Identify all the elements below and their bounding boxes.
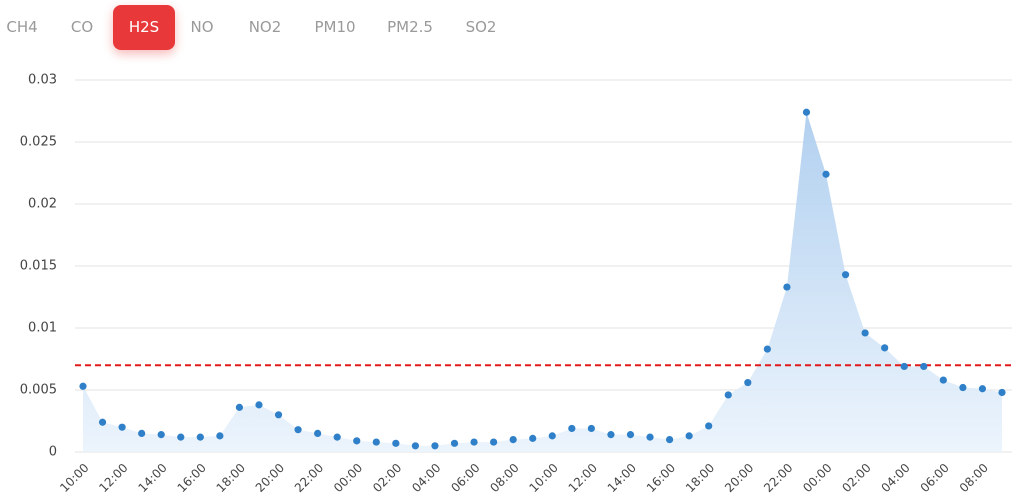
y-tick-label: 0.01 <box>28 321 57 336</box>
tab-bar: CH4 CO H2S NO NO2 PM10 PM2.5 SO2 <box>0 0 1020 56</box>
data-point <box>118 423 126 431</box>
data-point <box>411 442 420 450</box>
x-tick-label: 18:00 <box>214 461 248 495</box>
data-point <box>450 439 459 447</box>
y-tick-label: 0.03 <box>28 73 57 88</box>
y-tick-label: 0.005 <box>20 383 57 398</box>
data-point <box>177 433 185 441</box>
x-tick-label: 12:00 <box>566 461 600 495</box>
data-point <box>490 438 498 446</box>
data-point <box>529 434 537 442</box>
data-point <box>431 442 439 450</box>
tab[interactable]: SO2 <box>465 18 497 36</box>
data-point <box>294 426 302 434</box>
x-tick-label: 04:00 <box>878 461 912 495</box>
x-tick-label: 22:00 <box>292 461 326 495</box>
data-point <box>98 418 107 426</box>
data-point <box>314 429 322 437</box>
x-tick-label: 00:00 <box>331 461 365 495</box>
tab[interactable]: CH4 <box>6 18 38 36</box>
area <box>83 112 1002 453</box>
x-tick-label: 06:00 <box>448 461 482 495</box>
data-point <box>587 424 595 433</box>
tab[interactable]: CO <box>70 18 94 36</box>
data-point <box>763 345 771 353</box>
tab[interactable]: H2S <box>112 5 176 50</box>
y-tick-label: 0.02 <box>28 197 57 212</box>
data-point <box>509 436 517 444</box>
data-point <box>920 362 928 371</box>
y-tick-label: 0.025 <box>20 135 57 150</box>
data-point <box>196 433 204 441</box>
data-point <box>978 385 987 393</box>
x-tick-label: 14:00 <box>605 461 639 495</box>
data-point <box>724 391 732 399</box>
data-point <box>255 401 263 409</box>
data-point <box>470 438 478 446</box>
x-tick-label: 00:00 <box>800 461 834 495</box>
x-tick-label: 20:00 <box>722 461 756 495</box>
data-point <box>959 383 967 392</box>
data-point <box>802 108 811 116</box>
tab[interactable]: PM10 <box>314 18 356 36</box>
x-tick-label: 22:00 <box>761 461 795 495</box>
data-point <box>900 362 908 371</box>
x-tick-label: 16:00 <box>644 461 678 495</box>
data-point <box>79 382 87 390</box>
x-tick-label: 20:00 <box>253 461 287 495</box>
x-tick-label: 10:00 <box>57 461 91 495</box>
data-point <box>881 344 889 352</box>
x-tick-label: 08:00 <box>957 461 991 495</box>
data-point <box>607 431 615 439</box>
x-tick-label: 14:00 <box>135 461 169 495</box>
x-tick-label: 18:00 <box>683 461 717 495</box>
data-point <box>138 429 146 437</box>
data-point <box>333 433 341 441</box>
data-point <box>861 329 869 337</box>
data-point <box>646 433 654 441</box>
y-tick-label: 0.015 <box>20 259 57 274</box>
x-tick-label: 10:00 <box>527 461 561 495</box>
data-point <box>665 436 674 444</box>
data-point <box>685 432 693 440</box>
x-tick-label: 12:00 <box>96 461 130 495</box>
data-point <box>157 431 165 439</box>
data-point <box>568 424 576 433</box>
data-point <box>392 439 400 447</box>
tab[interactable]: NO <box>190 18 214 36</box>
data-point <box>783 283 791 291</box>
data-point <box>744 378 752 387</box>
data-point <box>939 376 947 384</box>
x-tick-label: 16:00 <box>175 461 209 495</box>
data-point <box>235 403 244 411</box>
x-tick-label: 06:00 <box>918 461 952 495</box>
data-point <box>216 432 224 440</box>
x-tick-label: 04:00 <box>409 461 443 495</box>
x-tick-label: 02:00 <box>839 461 873 495</box>
x-tick-label: 02:00 <box>370 461 404 495</box>
data-point <box>353 437 361 445</box>
data-point <box>705 422 713 430</box>
data-point <box>548 432 556 440</box>
data-point <box>998 388 1006 397</box>
tab[interactable]: NO2 <box>248 18 282 36</box>
data-point <box>841 271 850 279</box>
x-tick-label: 08:00 <box>487 461 521 495</box>
y-tick-label: 0 <box>49 445 57 460</box>
data-point <box>372 438 380 446</box>
data-point <box>822 170 830 178</box>
data-point <box>274 411 283 419</box>
data-point <box>626 431 635 439</box>
tab[interactable]: PM2.5 <box>387 18 433 36</box>
